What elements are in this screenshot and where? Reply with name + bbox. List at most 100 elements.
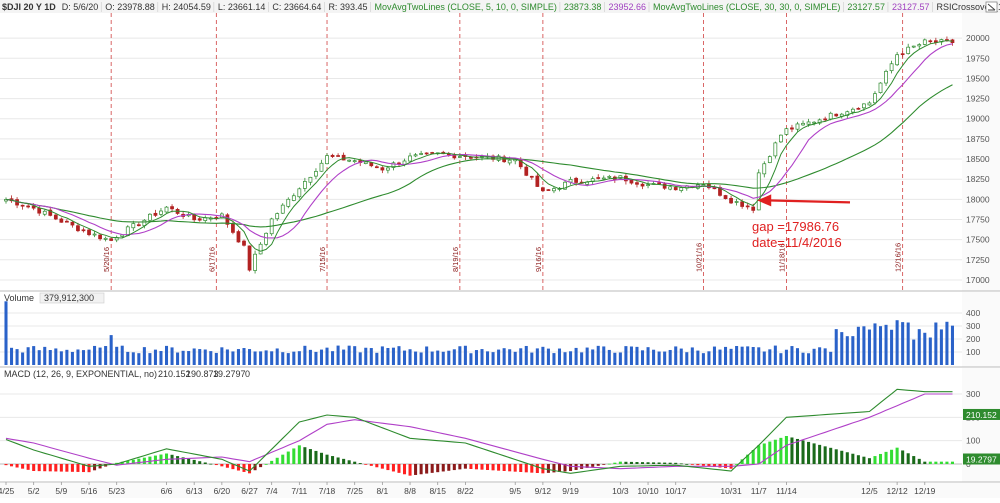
macd-hist-bar <box>309 449 312 464</box>
volume-bar <box>447 351 450 365</box>
volume-bar <box>802 353 805 365</box>
price-tick-label: 20000 <box>966 33 990 43</box>
volume-bar <box>303 346 306 365</box>
volume-bar <box>790 346 793 365</box>
macd-hist-bar <box>635 462 638 464</box>
time-tick-label: 7/18 <box>319 486 336 496</box>
volume-bar <box>575 348 578 365</box>
macd-hist-bar <box>60 464 63 472</box>
price-axis[interactable]: 1700017250175001775018000182501850018750… <box>962 13 1000 291</box>
macd-hist-bar <box>38 464 41 471</box>
macd-hist-bar <box>198 461 201 464</box>
volume-bar <box>885 325 888 365</box>
volume-bar <box>735 346 738 365</box>
macd-hist-bar <box>49 464 52 471</box>
macd-hist-bar <box>907 453 910 464</box>
macd-hist-bar <box>890 450 893 464</box>
header-item: MovAvgTwoLines (CLOSE, 5, 10, 0, SIMPLE) <box>374 2 556 12</box>
volume-bar <box>558 349 561 365</box>
macd-hist-bar <box>458 464 461 469</box>
volume-bar <box>475 350 478 365</box>
volume-bar <box>901 322 904 365</box>
volume-bar <box>685 352 688 365</box>
volume-bar <box>752 347 755 365</box>
macd-hist-bar <box>425 464 428 474</box>
time-tick-label: 10/3 <box>612 486 629 496</box>
macd-hist-bar <box>851 454 854 464</box>
macd-hist-bar <box>447 464 450 471</box>
macd-panel[interactable]: MACD (12, 26, 9, EXPONENTIAL, no) 210.15… <box>0 368 962 481</box>
macd-hist-bar <box>54 464 57 471</box>
volume-bar <box>43 347 46 365</box>
macd-hist-bar <box>353 462 356 464</box>
volume-bar <box>431 352 434 365</box>
macd-hist-bar <box>403 464 406 474</box>
header-item: 23952.66 <box>608 2 646 12</box>
macd-hist-bar <box>879 454 882 464</box>
volume-bar <box>314 352 317 365</box>
volume-bar <box>702 353 705 365</box>
macd-hist-bar <box>154 456 157 464</box>
macd-hist-bar <box>597 464 600 466</box>
volume-bar <box>298 351 301 365</box>
volume-bar <box>613 353 616 365</box>
volume-bar <box>71 352 74 365</box>
macd-hist-bar <box>148 457 151 464</box>
price-tick-label: 17000 <box>966 275 990 285</box>
collapse-icon[interactable] <box>986 2 997 12</box>
macd-hist-bar <box>868 458 871 464</box>
macd-hist-bar <box>652 462 655 464</box>
volume-bar <box>364 348 367 365</box>
candle <box>674 186 677 190</box>
macd-hist-bar <box>536 464 539 473</box>
macd-hist-bar <box>320 453 323 464</box>
volume-bar <box>674 346 677 365</box>
macd-hist-bar <box>265 464 268 465</box>
time-tick-label: 5/9 <box>55 486 67 496</box>
macd-hist-bar <box>619 462 622 464</box>
candle <box>757 169 760 210</box>
macd-hist-bar <box>547 464 550 473</box>
volume-bar <box>713 347 716 365</box>
volume-bar <box>143 347 146 365</box>
volume-bar <box>115 347 118 365</box>
macd-hist-bar <box>442 464 445 471</box>
volume-panel[interactable]: Volume 379,912,300 <box>0 292 962 366</box>
volume-bar <box>746 346 749 365</box>
volume-bar <box>707 351 710 365</box>
volume-bar <box>824 348 827 365</box>
header-item: MovAvgTwoLines (CLOSE, 30, 30, 0, SIMPLE… <box>653 2 840 12</box>
volume-bar <box>342 350 345 365</box>
volume-bar <box>21 353 24 365</box>
volume-bar <box>873 323 876 365</box>
volume-bar <box>879 326 882 365</box>
volume-bar <box>912 340 915 365</box>
macd-hist-bar <box>93 464 96 470</box>
volume-bar <box>176 353 179 365</box>
volume-bar <box>469 353 472 365</box>
volume-bar <box>940 329 943 365</box>
header-item: 23127.57 <box>892 2 930 12</box>
zero-value: 0 <box>245 369 250 379</box>
volume-bar <box>757 347 760 365</box>
macd-hist-bar <box>397 464 400 473</box>
volume-bar <box>337 346 340 365</box>
volume-bar <box>386 348 389 365</box>
volume-bar <box>348 346 351 365</box>
marker-date-label: 12/16/16 <box>894 243 903 272</box>
volume-bar <box>226 349 229 365</box>
candle <box>110 238 113 241</box>
volume-bar <box>630 346 633 365</box>
macd-hist-bar <box>469 464 472 469</box>
symbol-label[interactable]: $DJI 20 Y 1D <box>2 2 56 12</box>
volume-bar <box>591 349 594 365</box>
volume-bar <box>220 347 223 365</box>
volume-tick-label: 100 <box>966 347 980 357</box>
macd-hist-bar <box>785 436 788 464</box>
volume-bar <box>231 351 234 365</box>
